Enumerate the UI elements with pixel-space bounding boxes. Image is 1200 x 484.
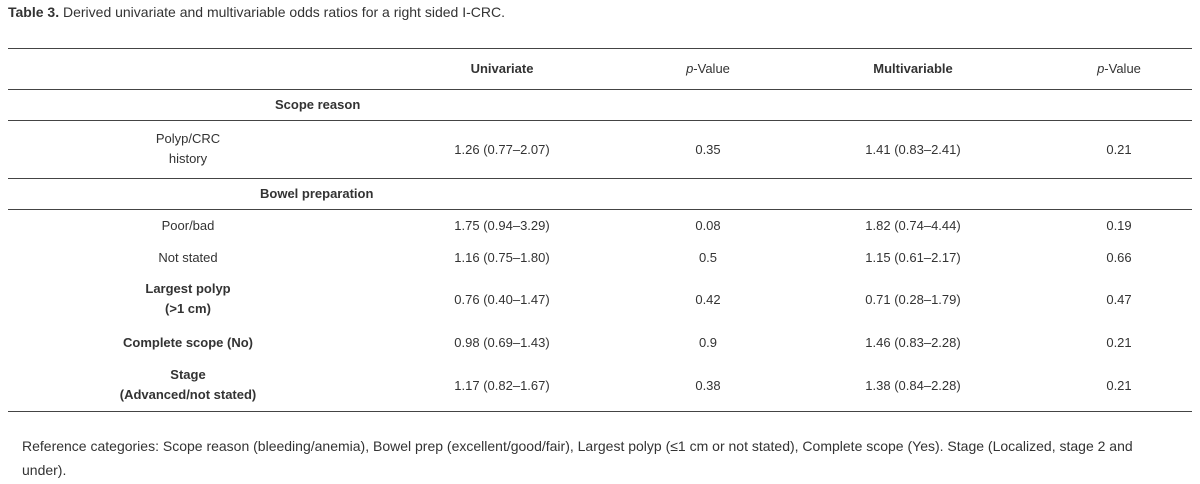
row-label: Not stated bbox=[158, 249, 218, 265]
table-caption-text: Derived univariate and multivariable odd… bbox=[59, 4, 505, 20]
header-pvalue-p: p bbox=[1097, 61, 1105, 77]
table-caption: Table 3. Derived univariate and multivar… bbox=[8, 4, 505, 20]
odds-ratio-table-wrapper: Univariate p-Value Multivariable p-Value… bbox=[8, 48, 1192, 412]
cell-pvalue-multivariable: 0.21 bbox=[1106, 141, 1132, 157]
odds-ratio-table: Univariate p-Value Multivariable p-Value… bbox=[8, 49, 1192, 411]
cell-univariate: 1.17 (0.82–1.67) bbox=[454, 377, 550, 393]
row-label-line1: Stage bbox=[170, 367, 206, 382]
row-label: Poor/bad bbox=[161, 217, 215, 233]
cell-multivariable: 0.71 (0.28–1.79) bbox=[865, 291, 961, 307]
cell-pvalue-univariate: 0.42 bbox=[695, 291, 721, 307]
row-label-line2: (Advanced/not stated) bbox=[119, 387, 257, 402]
cell-multivariable: 1.38 (0.84–2.28) bbox=[865, 377, 961, 393]
cell-pvalue-univariate: 0.38 bbox=[695, 377, 721, 393]
row-label-line1: Polyp/CRC bbox=[155, 131, 221, 146]
cell-pvalue-univariate: 0.5 bbox=[698, 249, 718, 265]
table-row-largest-polyp: Largest polyp (>1 cm) 0.76 (0.40–1.47) 0.… bbox=[8, 273, 1192, 325]
cell-multivariable: 1.46 (0.83–2.28) bbox=[865, 334, 961, 350]
table-row-poor-bad: Poor/bad 1.75 (0.94–3.29) 0.08 1.82 (0.7… bbox=[8, 209, 1192, 241]
cell-pvalue-univariate: 0.35 bbox=[695, 141, 721, 157]
header-pvalue-multivariable: p-Value bbox=[1046, 49, 1192, 90]
table-row-not-stated: Not stated 1.16 (0.75–1.80) 0.5 1.15 (0.… bbox=[8, 241, 1192, 273]
cell-pvalue-multivariable: 0.21 bbox=[1106, 377, 1132, 393]
row-label-line2: history bbox=[168, 151, 208, 166]
cell-multivariable: 1.15 (0.61–2.17) bbox=[865, 249, 961, 265]
cell-multivariable: 1.82 (0.74–4.44) bbox=[865, 217, 961, 233]
table-caption-label: Table 3. bbox=[8, 4, 60, 20]
header-blank bbox=[8, 49, 368, 90]
row-label: Largest polyp (>1 cm) bbox=[8, 273, 368, 325]
cell-pvalue-multivariable: 0.21 bbox=[1106, 334, 1132, 350]
row-label-line2: (>1 cm) bbox=[165, 301, 211, 316]
header-pvalue-p: p bbox=[686, 61, 694, 77]
row-label-line1: Largest polyp bbox=[145, 281, 231, 296]
table-row-complete-scope: Complete scope (No) 0.98 (0.69–1.43) 0.9… bbox=[8, 325, 1192, 359]
table-row-polyp-history: Polyp/CRC history 1.26 (0.77–2.07) 0.35 1… bbox=[8, 120, 1192, 178]
cell-pvalue-multivariable: 0.19 bbox=[1106, 217, 1132, 233]
cell-pvalue-univariate: 0.08 bbox=[695, 217, 721, 233]
cell-pvalue-univariate: 0.9 bbox=[698, 334, 718, 350]
section-row-bowel-preparation: Bowel preparation bbox=[8, 178, 1192, 210]
header-pvalue-univariate: p-Value bbox=[636, 49, 780, 90]
cell-univariate: 1.75 (0.94–3.29) bbox=[454, 217, 550, 233]
cell-univariate: 1.16 (0.75–1.80) bbox=[454, 249, 550, 265]
cell-pvalue-multivariable: 0.66 bbox=[1106, 249, 1132, 265]
row-label: Complete scope (No) bbox=[122, 334, 253, 350]
header-pvalue-suffix: -Value bbox=[693, 61, 730, 77]
header-multivariable: Multivariable bbox=[780, 49, 1046, 90]
row-label: Polyp/CRC history bbox=[8, 120, 368, 178]
row-label: Stage (Advanced/not stated) bbox=[8, 359, 368, 411]
cell-multivariable: 1.41 (0.83–2.41) bbox=[865, 141, 961, 157]
cell-pvalue-multivariable: 0.47 bbox=[1106, 291, 1132, 307]
section-label-bowel-preparation: Bowel preparation bbox=[8, 178, 1192, 210]
cell-univariate: 0.98 (0.69–1.43) bbox=[454, 334, 550, 350]
header-univariate: Univariate bbox=[368, 49, 636, 90]
cell-univariate: 0.76 (0.40–1.47) bbox=[454, 291, 550, 307]
table-footnote: Reference categories: Scope reason (blee… bbox=[22, 438, 1133, 478]
cell-univariate: 1.26 (0.77–2.07) bbox=[454, 141, 550, 157]
section-label-scope-reason: Scope reason bbox=[8, 89, 1192, 121]
table-header-row: Univariate p-Value Multivariable p-Value bbox=[8, 49, 1192, 90]
section-row-scope-reason: Scope reason bbox=[8, 89, 1192, 121]
table-row-stage: Stage (Advanced/not stated) 1.17 (0.82–1.… bbox=[8, 359, 1192, 411]
header-pvalue-suffix: -Value bbox=[1104, 61, 1141, 77]
